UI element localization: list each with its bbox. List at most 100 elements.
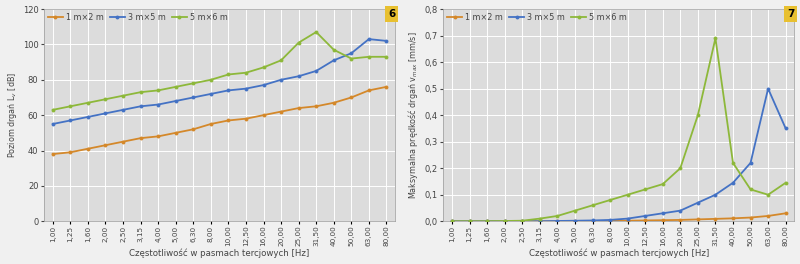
1 m×2 m [83,147,93,150]
1 m×2 m [588,219,598,223]
5 m×6 m [518,219,527,222]
3 m×5 m [588,219,598,222]
3 m×5 m [535,220,545,223]
Legend: 1 m×2 m, 3 m×5 m, 5 m×6 m: 1 m×2 m, 3 m×5 m, 5 m×6 m [446,11,629,24]
1 m×2 m [206,122,216,126]
1 m×2 m [535,220,545,223]
3 m×5 m [364,37,374,41]
5 m×6 m [346,57,356,60]
3 m×5 m [482,220,492,223]
5 m×6 m [728,161,738,164]
3 m×5 m [346,52,356,55]
5 m×6 m [66,105,75,108]
5 m×6 m [329,48,338,51]
1 m×2 m [781,212,790,215]
5 m×6 m [83,101,93,104]
1 m×2 m [640,219,650,222]
1 m×2 m [346,96,356,99]
3 m×5 m [136,105,146,108]
3 m×5 m [171,100,181,103]
3 m×5 m [206,92,216,96]
3 m×5 m [500,220,510,223]
X-axis label: Częstotliwość w pasmach tercjowych [Hz]: Częstotliwość w pasmach tercjowych [Hz] [529,249,709,258]
Y-axis label: Poziom drgań L$_v$ [dB]: Poziom drgań L$_v$ [dB] [6,72,18,158]
5 m×6 m [553,214,562,218]
3 m×5 m [658,212,667,215]
1 m×2 m [101,144,110,147]
3 m×5 m [48,122,58,126]
3 m×5 m [83,115,93,119]
3 m×5 m [781,127,790,130]
3 m×5 m [294,75,303,78]
Line: 1 m×2 m: 1 m×2 m [450,211,788,223]
5 m×6 m [311,30,321,34]
1 m×2 m [606,219,615,223]
5 m×6 m [781,181,790,184]
3 m×5 m [258,83,268,87]
1 m×2 m [294,106,303,110]
5 m×6 m [623,193,633,196]
Y-axis label: Maksymalna prędkość drgań v$_{max}$ [mm/s]: Maksymalna prędkość drgań v$_{max}$ [mm/… [406,31,420,199]
5 m×6 m [118,94,128,97]
5 m×6 m [482,220,492,223]
3 m×5 m [276,78,286,81]
Line: 1 m×2 m: 1 m×2 m [51,85,388,156]
5 m×6 m [258,66,268,69]
5 m×6 m [640,188,650,191]
1 m×2 m [570,219,580,223]
5 m×6 m [746,188,755,191]
1 m×2 m [482,220,492,223]
1 m×2 m [746,216,755,219]
5 m×6 m [675,167,685,170]
3 m×5 m [710,193,720,196]
5 m×6 m [606,199,615,202]
1 m×2 m [447,220,457,223]
3 m×5 m [553,219,562,223]
1 m×2 m [658,219,667,222]
3 m×5 m [606,218,615,221]
Line: 3 m×5 m: 3 m×5 m [450,87,788,223]
3 m×5 m [763,87,773,90]
3 m×5 m [728,181,738,184]
5 m×6 m [588,204,598,207]
1 m×2 m [223,119,233,122]
5 m×6 m [101,98,110,101]
1 m×2 m [382,85,391,88]
5 m×6 m [382,55,391,58]
1 m×2 m [553,220,562,223]
Line: 3 m×5 m: 3 m×5 m [51,37,388,126]
1 m×2 m [154,135,163,138]
1 m×2 m [763,214,773,218]
3 m×5 m [189,96,198,99]
1 m×2 m [693,218,702,221]
5 m×6 m [364,55,374,58]
5 m×6 m [570,209,580,212]
1 m×2 m [675,218,685,221]
3 m×5 m [640,214,650,218]
1 m×2 m [258,114,268,117]
5 m×6 m [48,108,58,111]
1 m×2 m [118,140,128,143]
5 m×6 m [294,41,303,44]
1 m×2 m [728,217,738,220]
3 m×5 m [465,220,474,223]
1 m×2 m [623,219,633,222]
5 m×6 m [710,37,720,40]
5 m×6 m [763,193,773,196]
1 m×2 m [241,117,250,120]
3 m×5 m [154,103,163,106]
3 m×5 m [623,217,633,220]
3 m×5 m [746,161,755,164]
5 m×6 m [241,71,250,74]
1 m×2 m [276,110,286,113]
1 m×2 m [710,217,720,220]
5 m×6 m [658,182,667,186]
5 m×6 m [465,220,474,223]
3 m×5 m [382,39,391,43]
3 m×5 m [118,108,128,111]
1 m×2 m [189,128,198,131]
1 m×2 m [364,89,374,92]
1 m×2 m [66,151,75,154]
3 m×5 m [223,89,233,92]
3 m×5 m [66,119,75,122]
